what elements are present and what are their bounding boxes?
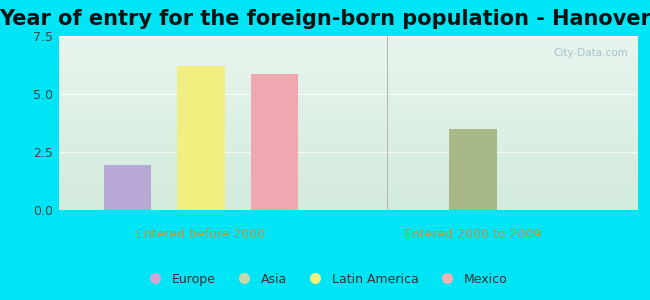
Bar: [104, 165, 151, 210]
Text: Entered before 2000: Entered before 2000: [136, 228, 266, 241]
Text: Entered 2000 to 2009: Entered 2000 to 2009: [404, 228, 541, 241]
Legend: Europe, Asia, Latin America, Mexico: Europe, Asia, Latin America, Mexico: [137, 268, 513, 291]
Text: City-Data.com: City-Data.com: [554, 48, 629, 58]
Text: Year of entry for the foreign-born population - Hanover: Year of entry for the foreign-born popul…: [0, 9, 650, 29]
Bar: [177, 66, 225, 210]
Bar: [449, 129, 497, 210]
Bar: [251, 74, 298, 210]
